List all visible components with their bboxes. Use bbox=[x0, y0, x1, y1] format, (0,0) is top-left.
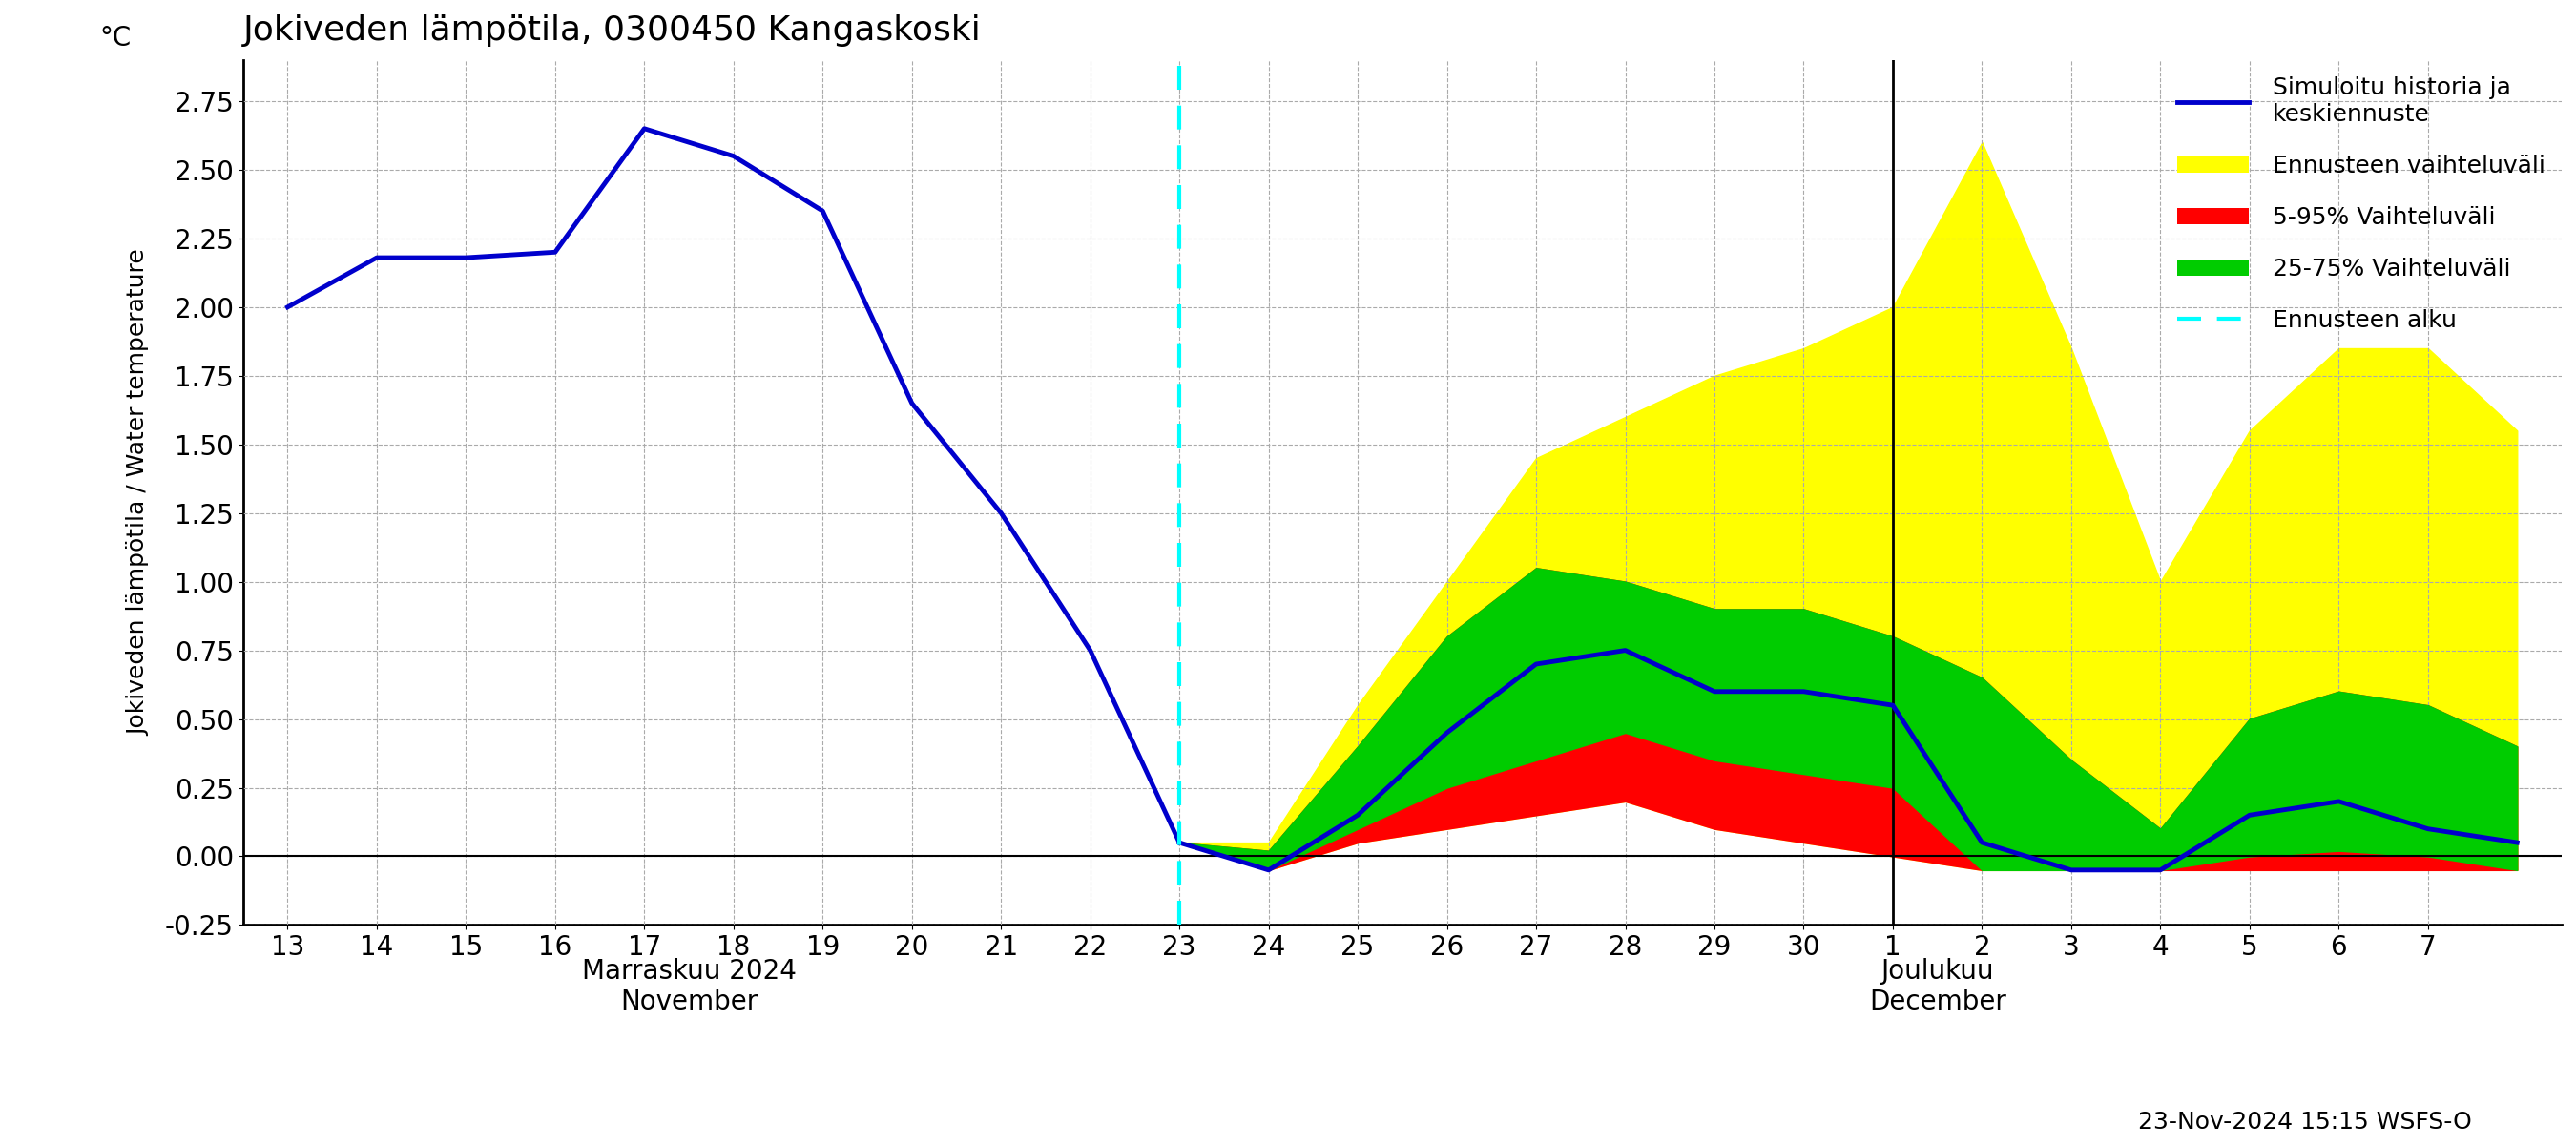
Text: Jokiveden lämpötila, 0300450 Kangaskoski: Jokiveden lämpötila, 0300450 Kangaskoski bbox=[242, 14, 981, 47]
Text: Marraskuu 2024
November: Marraskuu 2024 November bbox=[582, 958, 796, 1016]
Legend: Simuloitu historia ja
keskiennuste, Ennusteen vaihteluväli, 5-95% Vaihteluväli, : Simuloitu historia ja keskiennuste, Ennu… bbox=[2166, 68, 2555, 341]
Text: Joulukuu
December: Joulukuu December bbox=[1868, 958, 2007, 1016]
Y-axis label: °C: °C bbox=[100, 24, 131, 52]
Text: 23-Nov-2024 15:15 WSFS-O: 23-Nov-2024 15:15 WSFS-O bbox=[2138, 1111, 2473, 1134]
Text: Jokiveden lämpötila / Water temperature: Jokiveden lämpötila / Water temperature bbox=[126, 250, 149, 735]
